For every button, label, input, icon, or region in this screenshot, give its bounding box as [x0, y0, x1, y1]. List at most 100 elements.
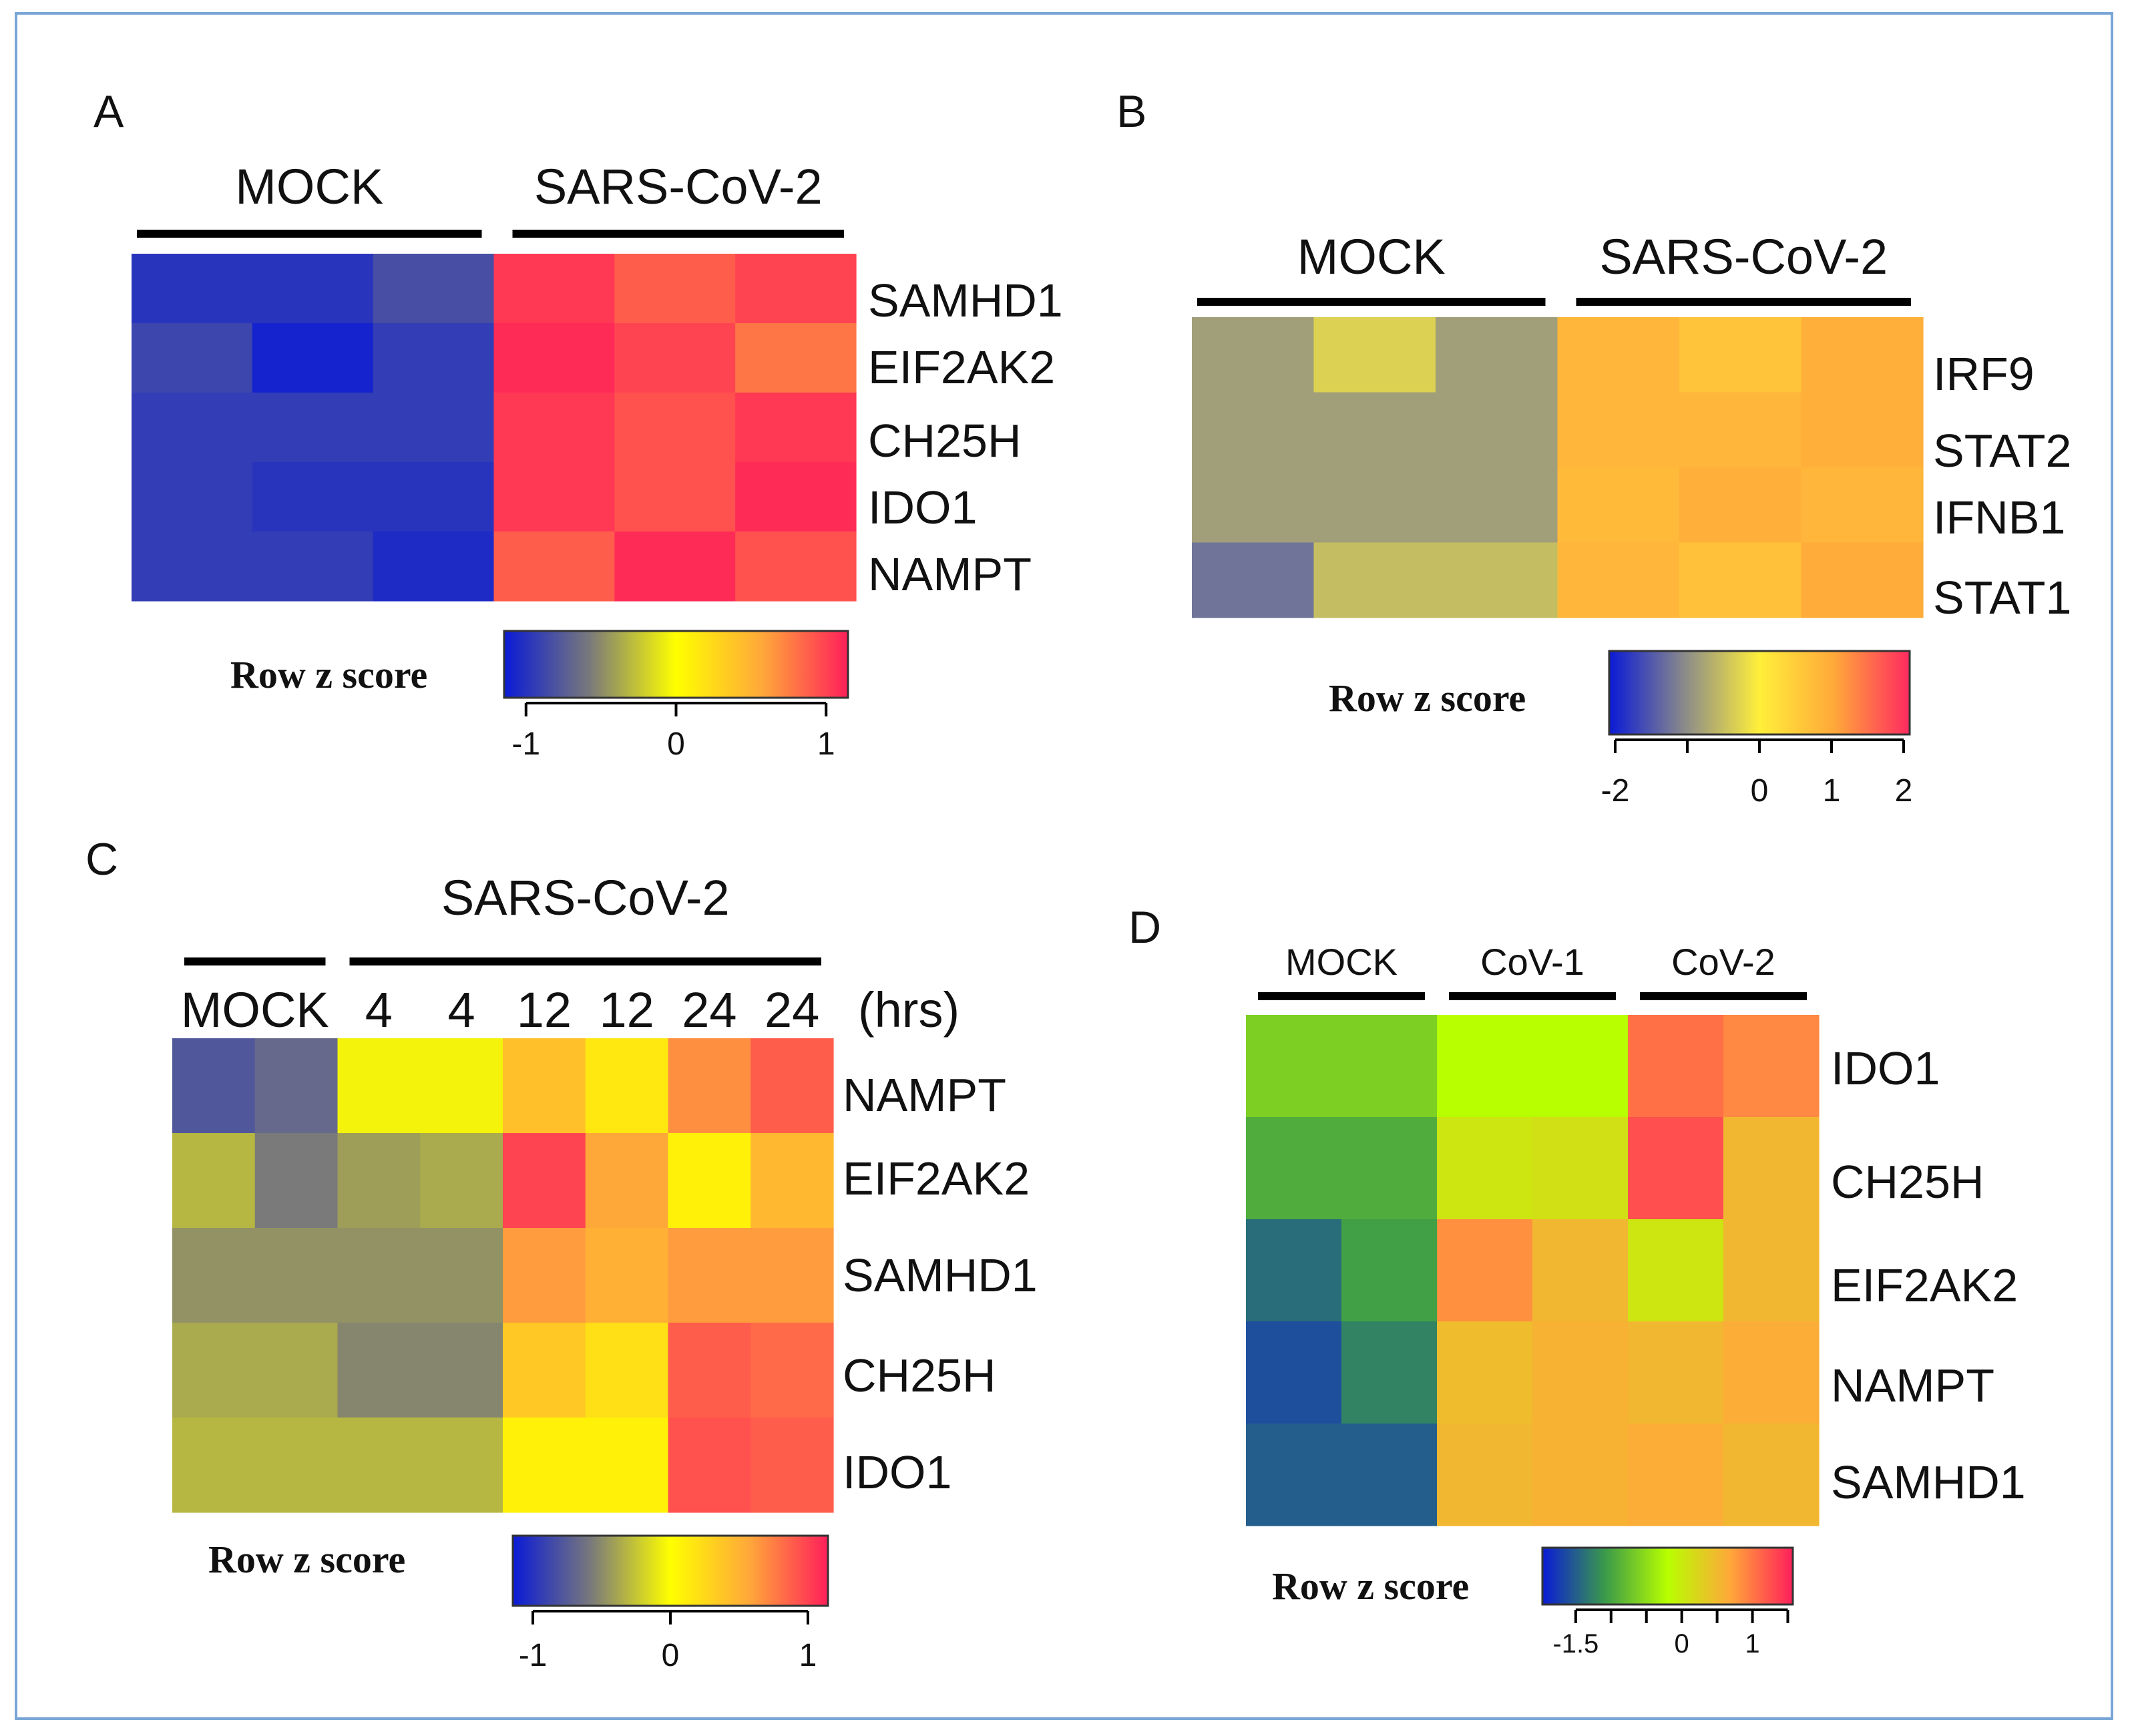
- panel-b-colorbar: [1608, 650, 1911, 736]
- panel-b-colorbar-tick-label: 1: [1823, 773, 1841, 809]
- panel-b-row-label: IRF9: [1933, 348, 2035, 400]
- panel-d-cell: [1628, 1015, 1724, 1118]
- panel-d-cell: [1532, 1219, 1629, 1322]
- panel-c-cell: [172, 1133, 256, 1229]
- panel-b-cell: [1313, 317, 1436, 393]
- panel-b-cell: [1313, 467, 1436, 544]
- panel-d-colorbar: [1541, 1546, 1794, 1606]
- panel-a-cell: [614, 531, 736, 602]
- panel-d-cell: [1723, 1219, 1820, 1322]
- panel-b-cell: [1557, 467, 1680, 544]
- panel-d-cell: [1437, 1117, 1533, 1220]
- panel-b-colorbar-tick-label: 2: [1895, 773, 1913, 809]
- panel-c-cell: [420, 1418, 503, 1513]
- panel-d-row-label: IDO1: [1831, 1042, 1940, 1094]
- panel-c-column-label: 4: [448, 982, 475, 1038]
- panel-c-cell: [668, 1228, 751, 1323]
- panel-d-colorbar-tick-label: 1: [1745, 1629, 1759, 1659]
- panel-d-cell: [1628, 1117, 1724, 1220]
- panel-c-cell: [172, 1323, 256, 1418]
- panel-c-cell: [585, 1038, 669, 1134]
- panel-d-cell: [1628, 1321, 1724, 1424]
- panel-a-cell: [373, 462, 495, 532]
- panel-c-cell: [503, 1038, 586, 1134]
- panel-letter-c: C: [85, 834, 118, 885]
- panel-b-cell: [1192, 467, 1315, 544]
- panel-d-group-label: CoV-2: [1671, 941, 1775, 983]
- panel-b-row-label: STAT2: [1933, 425, 2071, 477]
- panel-a-cell: [373, 393, 495, 463]
- panel-a-cell: [735, 323, 857, 393]
- panel-d-cell: [1246, 1321, 1342, 1424]
- panel-b-cell: [1313, 542, 1436, 618]
- panel-d-cell: [1246, 1219, 1342, 1322]
- panel-d-row-label: NAMPT: [1831, 1359, 1994, 1412]
- panel-b-cell: [1192, 392, 1315, 468]
- panel-b-cell: [1557, 317, 1680, 393]
- panel-c-column-label: 12: [599, 982, 654, 1038]
- panel-c-column-label: 24: [682, 982, 736, 1038]
- panel-a-row-label: SAMHD1: [868, 274, 1063, 327]
- panel-c-cell: [337, 1323, 421, 1418]
- panel-d-row-label: EIF2AK2: [1831, 1259, 2018, 1311]
- panel-d-cell: [1246, 1015, 1342, 1118]
- figure-frame: [15, 12, 2113, 1720]
- panel-a-colorbar: [503, 630, 849, 699]
- panel-d-cell: [1628, 1424, 1724, 1526]
- panel-b-row-label: IFNB1: [1933, 491, 2065, 544]
- panel-a-cell: [614, 254, 736, 324]
- panel-letter-d: D: [1128, 902, 1161, 953]
- panel-c-cell: [668, 1418, 751, 1513]
- panel-b-cell: [1192, 542, 1315, 618]
- panel-c-cell: [668, 1133, 751, 1229]
- panel-b-cell: [1313, 392, 1436, 468]
- panel-c-cell: [751, 1418, 834, 1513]
- panel-a-cell: [614, 462, 736, 532]
- panel-c-cell: [420, 1133, 503, 1229]
- panel-b-cell: [1557, 542, 1680, 618]
- panel-c-cell: [254, 1038, 339, 1134]
- panel-b-cell: [1801, 542, 1924, 618]
- panel-a-cell: [132, 393, 253, 463]
- panel-b-cell: [1679, 317, 1802, 393]
- panel-a-colorbar-tick-label: 1: [817, 726, 835, 762]
- panel-c-group-label: MOCK: [181, 982, 329, 1038]
- panel-c-row-label: SAMHD1: [843, 1249, 1038, 1301]
- panel-c-cell: [337, 1038, 421, 1134]
- panel-c-cell: [172, 1418, 256, 1513]
- panel-c-group-label: SARS-CoV-2: [441, 870, 730, 925]
- panel-d-colorbar-tick-label: -1.5: [1552, 1629, 1598, 1659]
- panel-d-colorbar-tick-label: 0: [1675, 1629, 1689, 1659]
- panel-a-cell: [735, 393, 857, 463]
- panel-letter-a: A: [93, 86, 124, 137]
- panel-c-cell: [172, 1038, 256, 1134]
- panel-c-cell: [585, 1323, 669, 1418]
- panel-c-cell: [585, 1418, 669, 1513]
- panel-c-row-label: IDO1: [843, 1446, 951, 1498]
- panel-d-row-label: CH25H: [1831, 1156, 1984, 1208]
- panel-a-cell: [132, 254, 253, 324]
- panel-c-cell: [254, 1418, 339, 1513]
- panel-c-cell: [751, 1228, 834, 1323]
- panel-a-cell: [252, 393, 374, 463]
- panel-c-cell: [420, 1038, 503, 1134]
- panel-c-cell: [751, 1133, 834, 1229]
- panel-a-cell: [373, 254, 495, 324]
- panel-d-cell: [1532, 1117, 1629, 1220]
- panel-a-cell: [735, 254, 857, 324]
- panel-c-cell: [503, 1228, 586, 1323]
- panel-c-cell: [585, 1228, 669, 1323]
- panel-d-row-label: SAMHD1: [1831, 1456, 2026, 1508]
- panel-c-colorbar-tick-label: 0: [662, 1638, 680, 1673]
- panel-b-cell: [1679, 542, 1802, 618]
- panel-a-cell: [252, 462, 374, 532]
- panel-a-cell: [493, 393, 615, 463]
- panel-a-cell: [373, 323, 495, 393]
- panel-d-cell: [1532, 1015, 1629, 1118]
- panel-c-cell: [254, 1228, 339, 1323]
- panel-a-colorbar-tick-label: -1: [511, 726, 540, 762]
- panel-d-cell: [1723, 1015, 1820, 1118]
- panel-c-cell: [751, 1323, 834, 1418]
- panel-c-cell: [337, 1418, 421, 1513]
- panel-d-cell: [1437, 1321, 1533, 1424]
